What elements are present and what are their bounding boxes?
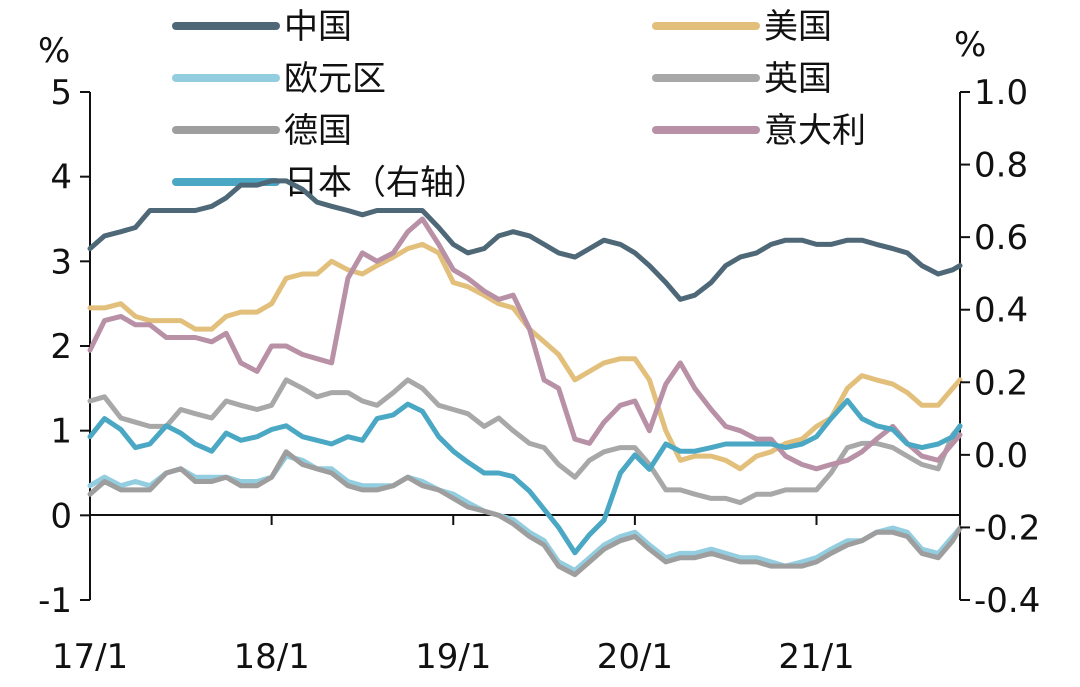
- right-tick-label: -0.4: [974, 581, 1040, 621]
- series-line-0: [87, 178, 963, 302]
- series-line-4: [87, 449, 963, 578]
- left-tick-label: 5: [50, 73, 72, 113]
- left-tick-label: -1: [38, 581, 72, 621]
- right-tick-label: 0.8: [974, 146, 1028, 186]
- legend-label-2: 欧元区: [284, 59, 386, 99]
- series-line-5: [87, 216, 963, 472]
- series-line-6: [87, 397, 963, 556]
- right-tick-label: 0.4: [974, 291, 1028, 331]
- right-tick-label: 0.6: [974, 218, 1028, 258]
- x-tick-label: 18/1: [233, 637, 309, 677]
- left-tick-label: 3: [50, 242, 72, 282]
- right-unit-label: %: [954, 25, 986, 65]
- ticks: -1 0 1 2 3 4 5 -0.4 -0.2 0.0 0.2 0.4 0.6 0.8 1.0 17/1 18…: [38, 73, 1040, 677]
- right-tick-label: 0.2: [974, 363, 1028, 403]
- left-tick-label: 0: [50, 496, 72, 536]
- x-tick-label: 17/1: [52, 637, 128, 677]
- left-unit-label: %: [38, 31, 70, 71]
- left-tick-label: 1: [50, 412, 72, 452]
- right-tick-label: 0.0: [974, 436, 1028, 476]
- legend-label-4: 德国: [284, 111, 352, 151]
- legend-label-3: 英国: [764, 59, 832, 99]
- left-tick-label: 2: [50, 327, 72, 367]
- x-tick-label: 21/1: [778, 637, 854, 677]
- legend-label-0: 中国: [284, 7, 352, 47]
- series-group: [87, 178, 963, 578]
- x-tick-label: 19/1: [415, 637, 491, 677]
- right-tick-label: 1.0: [974, 73, 1028, 113]
- right-tick-label: -0.2: [974, 508, 1040, 548]
- series-line-3: [87, 377, 963, 506]
- left-tick-label: 4: [50, 158, 72, 198]
- legend-label-1: 美国: [764, 7, 832, 47]
- legend-label-6: 日本（右轴）: [284, 163, 488, 203]
- x-tick-label: 20/1: [597, 637, 673, 677]
- series-line-1: [87, 241, 963, 472]
- legend-label-5: 意大利: [764, 111, 866, 151]
